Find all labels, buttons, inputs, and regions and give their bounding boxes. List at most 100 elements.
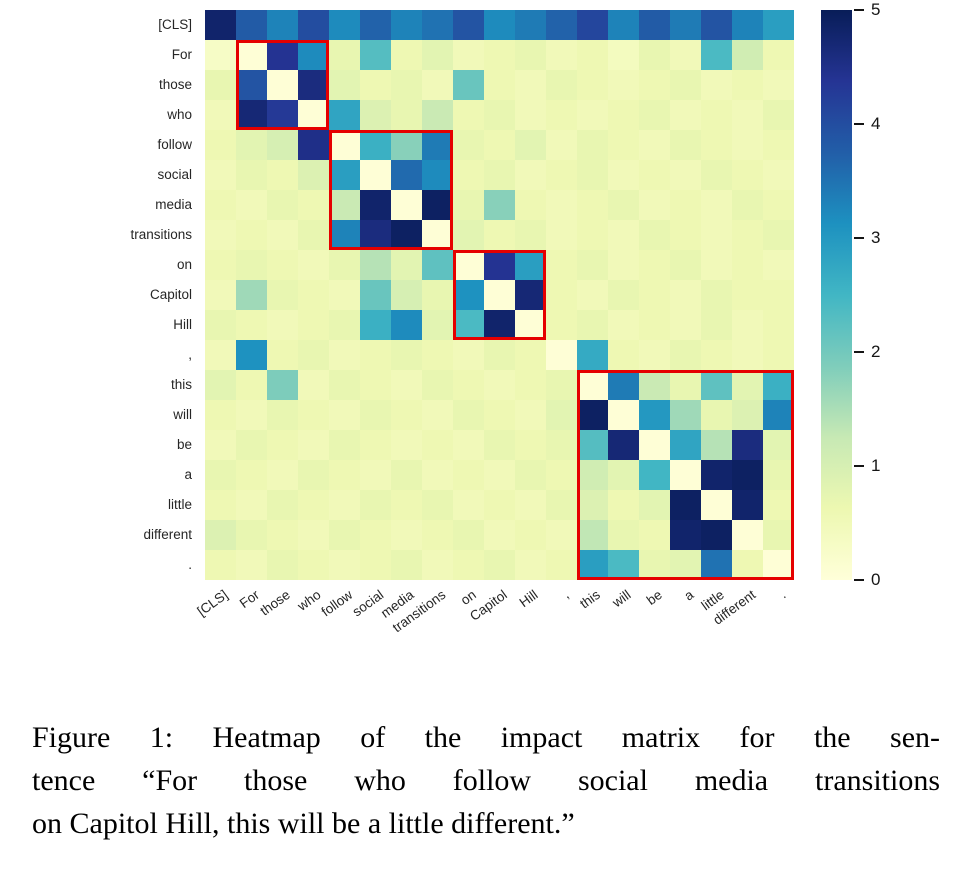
heatmap-cell xyxy=(453,370,484,400)
heatmap-cell xyxy=(608,430,639,460)
heatmap-cell xyxy=(577,70,608,100)
heatmap-cell xyxy=(422,130,453,160)
heatmap-cell xyxy=(546,40,577,70)
heatmap-cell xyxy=(577,100,608,130)
heatmap-cell xyxy=(329,250,360,280)
heatmap-cell xyxy=(267,310,298,340)
heatmap-cell xyxy=(236,310,267,340)
x-tick-label: a xyxy=(680,587,696,604)
colorbar-tick-mark xyxy=(854,237,864,239)
heatmap-cell xyxy=(763,70,794,100)
heatmap-cell xyxy=(577,10,608,40)
colorbar-tick-mark xyxy=(854,579,864,581)
heatmap-cell xyxy=(639,250,670,280)
heatmap-cell xyxy=(639,220,670,250)
heatmap-cell xyxy=(732,190,763,220)
heatmap-cell xyxy=(205,10,236,40)
heatmap-cell xyxy=(546,130,577,160)
heatmap-cell xyxy=(391,130,422,160)
heatmap-cell xyxy=(453,400,484,430)
y-tick-label: a xyxy=(184,467,192,482)
heatmap-cell xyxy=(763,160,794,190)
heatmap-cell xyxy=(546,430,577,460)
heatmap-cell xyxy=(608,520,639,550)
heatmap-cell xyxy=(453,250,484,280)
x-tick-label: . xyxy=(777,587,789,602)
heatmap-cell xyxy=(670,460,701,490)
heatmap-cell xyxy=(639,490,670,520)
heatmap-cell xyxy=(639,40,670,70)
heatmap-cell xyxy=(267,10,298,40)
heatmap-cell xyxy=(701,100,732,130)
heatmap-cell xyxy=(329,70,360,100)
heatmap-cell xyxy=(608,10,639,40)
heatmap-cell xyxy=(732,490,763,520)
heatmap-cell xyxy=(453,160,484,190)
heatmap-cell xyxy=(267,40,298,70)
heatmap-cell xyxy=(391,460,422,490)
heatmap-cell xyxy=(546,550,577,580)
heatmap-cell xyxy=(422,490,453,520)
heatmap-cell xyxy=(205,520,236,550)
heatmap-cell xyxy=(236,370,267,400)
colorbar-tick-label: 2 xyxy=(871,342,881,361)
heatmap-cell xyxy=(763,520,794,550)
heatmap-cell xyxy=(701,250,732,280)
heatmap-cell xyxy=(360,190,391,220)
heatmap-cell xyxy=(701,490,732,520)
heatmap-cell xyxy=(298,70,329,100)
heatmap-cell xyxy=(236,190,267,220)
heatmap-cell xyxy=(391,160,422,190)
heatmap-cell xyxy=(515,310,546,340)
heatmap-cell xyxy=(391,550,422,580)
heatmap-cell xyxy=(360,250,391,280)
heatmap-cell xyxy=(205,100,236,130)
heatmap-cell xyxy=(205,220,236,250)
heatmap-cell xyxy=(639,70,670,100)
heatmap-cell xyxy=(670,430,701,460)
heatmap-cell xyxy=(360,460,391,490)
heatmap-cell xyxy=(608,460,639,490)
heatmap-cell xyxy=(763,460,794,490)
heatmap-cell xyxy=(577,40,608,70)
y-tick-label: Capitol xyxy=(149,287,192,302)
heatmap-cell xyxy=(267,160,298,190)
heatmap-cell xyxy=(732,10,763,40)
heatmap-cell xyxy=(329,100,360,130)
heatmap-cell xyxy=(701,550,732,580)
heatmap-cell xyxy=(236,250,267,280)
heatmap-cell xyxy=(515,550,546,580)
heatmap-cell xyxy=(577,460,608,490)
heatmap-cell xyxy=(732,280,763,310)
heatmap-cell xyxy=(298,130,329,160)
heatmap-cell xyxy=(732,340,763,370)
heatmap-cell xyxy=(701,130,732,160)
heatmap-cell xyxy=(515,130,546,160)
heatmap-cell xyxy=(422,250,453,280)
heatmap-cell xyxy=(453,430,484,460)
heatmap-cell xyxy=(267,370,298,400)
y-tick-label: Hill xyxy=(173,317,192,332)
colorbar-tick-mark xyxy=(854,351,864,353)
heatmap-cell xyxy=(546,220,577,250)
heatmap-cell xyxy=(360,40,391,70)
heatmap-cell xyxy=(205,340,236,370)
heatmap-cell xyxy=(267,490,298,520)
heatmap-cell xyxy=(546,490,577,520)
y-tick-label: will xyxy=(173,407,192,422)
heatmap-cell xyxy=(670,190,701,220)
heatmap-cell xyxy=(236,460,267,490)
x-tick-label: social xyxy=(349,587,386,620)
heatmap-cell xyxy=(639,520,670,550)
heatmap-cell xyxy=(236,40,267,70)
heatmap-cell xyxy=(670,490,701,520)
heatmap-cell xyxy=(453,340,484,370)
heatmap-cell xyxy=(515,160,546,190)
heatmap-cell xyxy=(670,340,701,370)
heatmap-cell xyxy=(670,100,701,130)
heatmap-cell xyxy=(639,190,670,220)
y-tick-label: different xyxy=(143,527,192,542)
x-tick-label: will xyxy=(609,587,634,611)
y-tick-label: this xyxy=(170,377,192,392)
heatmap-cell xyxy=(670,130,701,160)
